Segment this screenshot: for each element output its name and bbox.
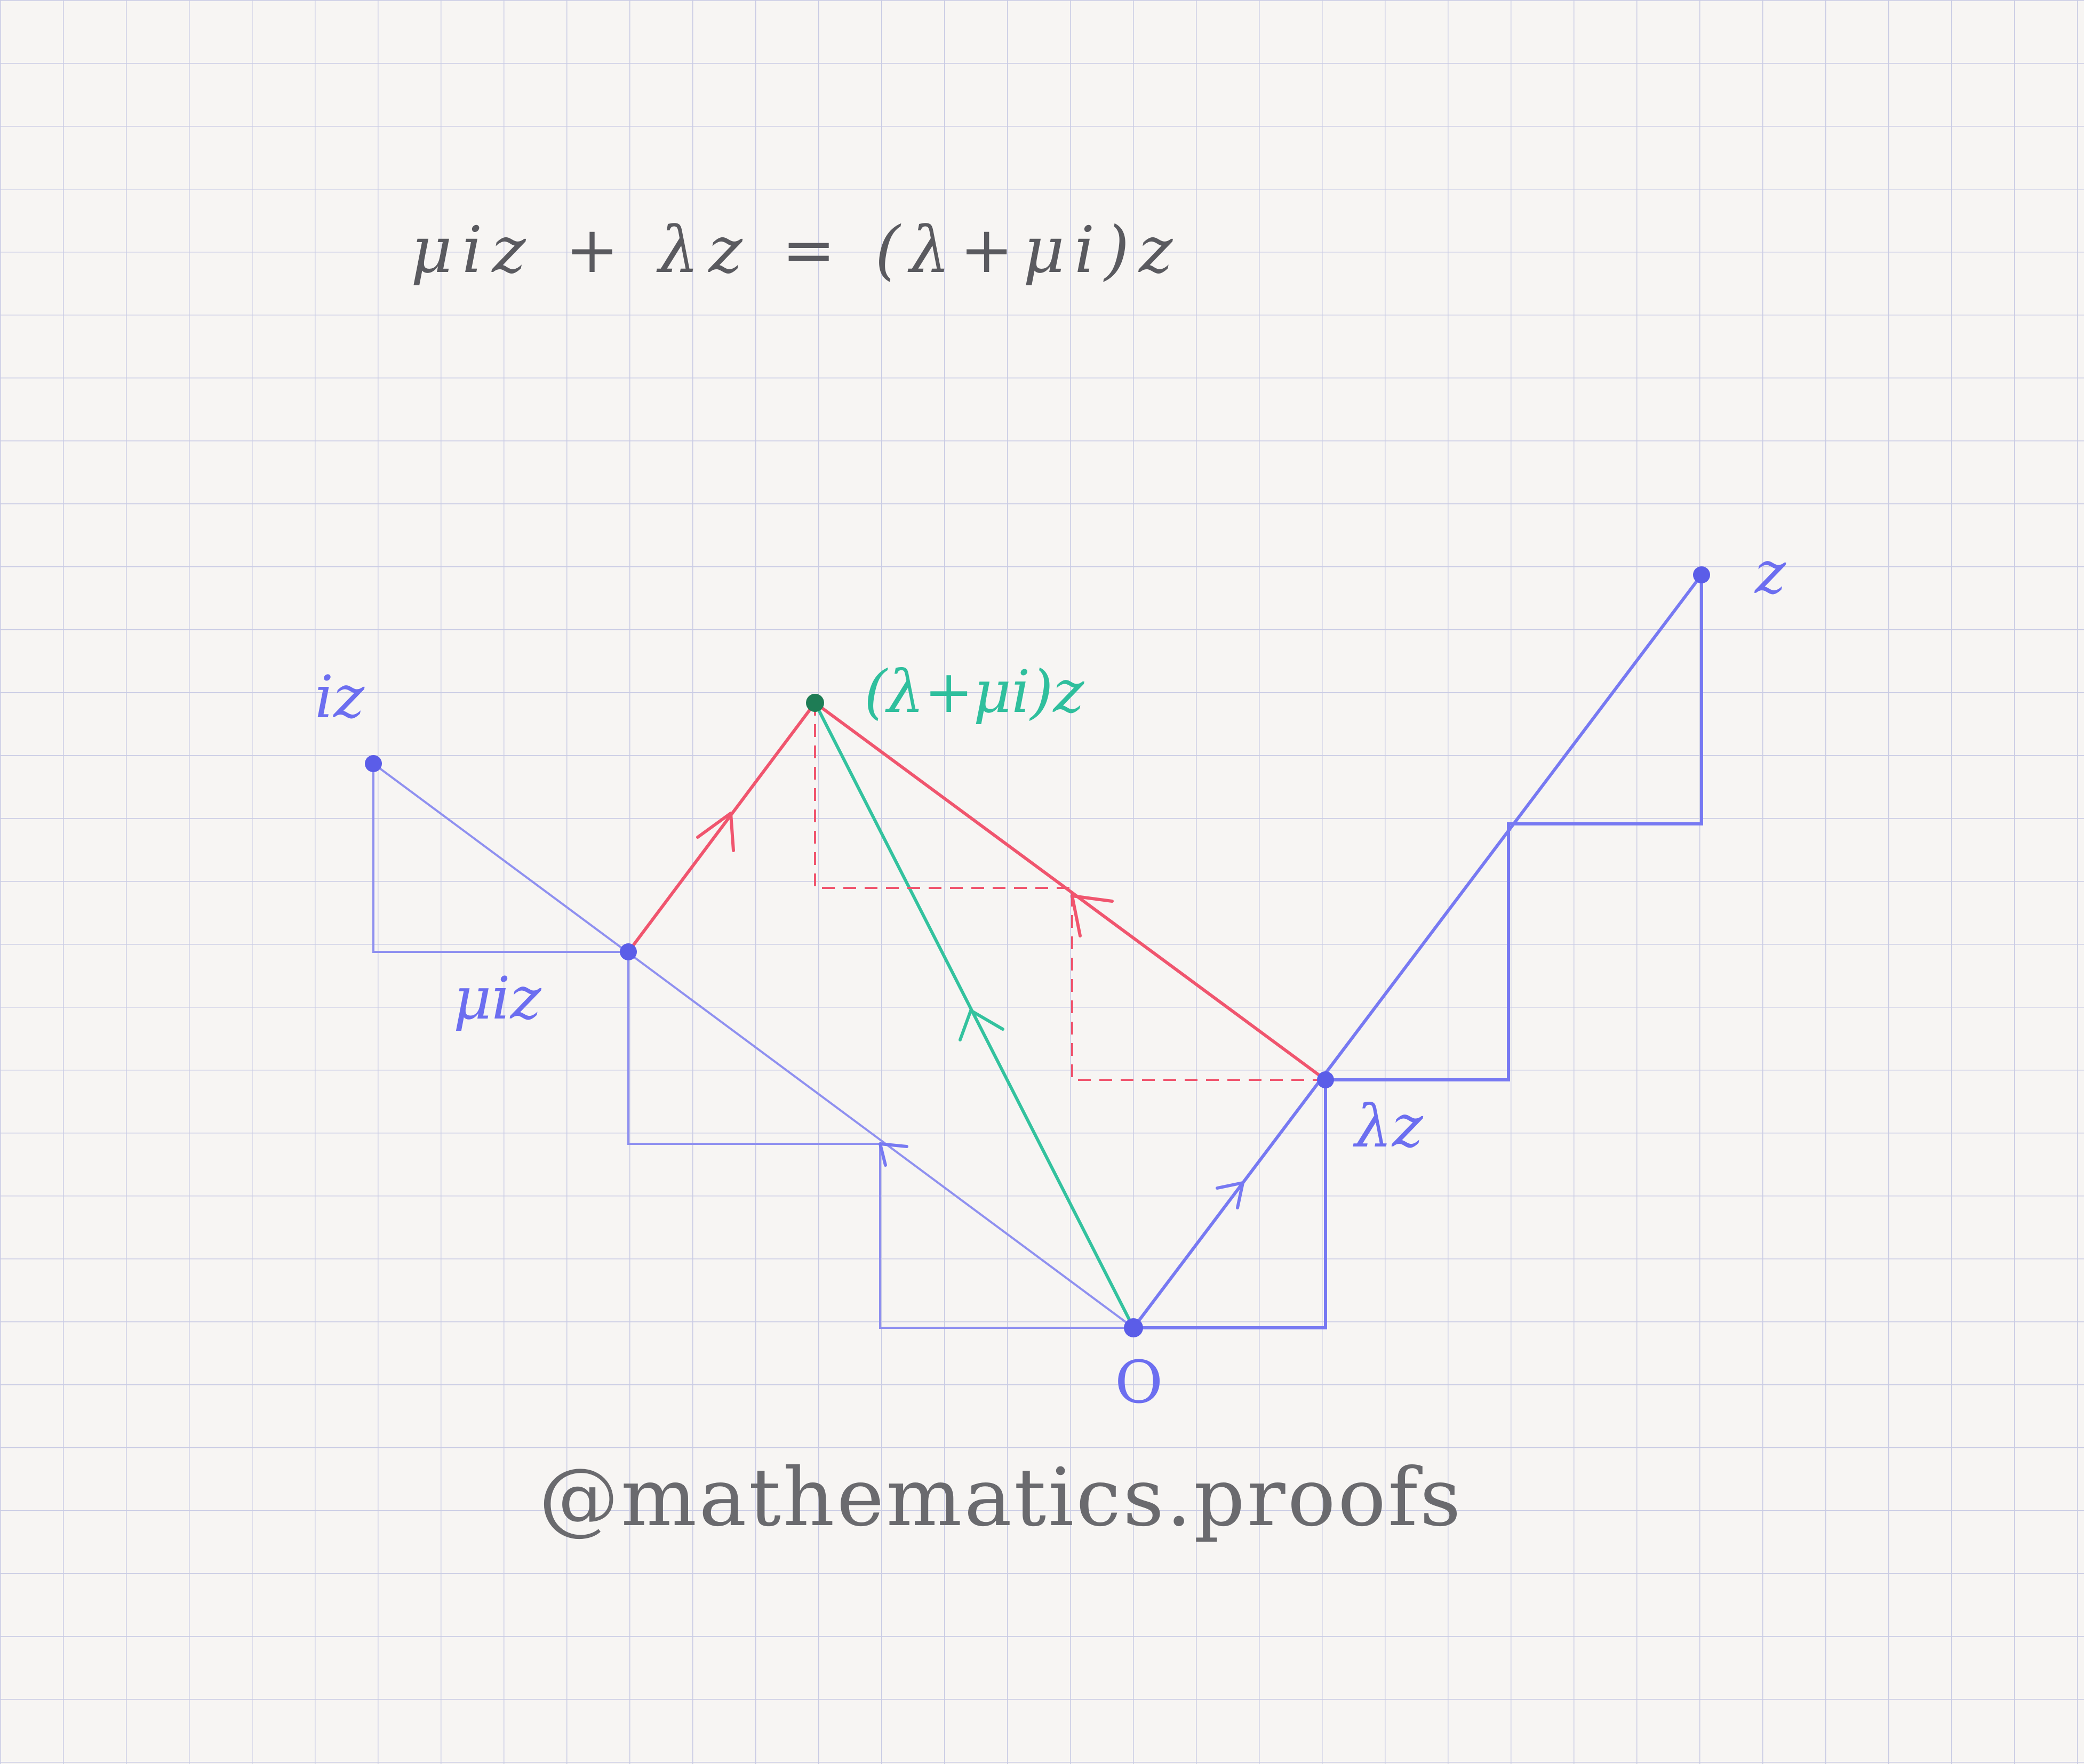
arrow-blue-right	[1216, 1181, 1244, 1209]
point-lz	[1317, 1071, 1334, 1088]
equation-text: μiz + λz = (λ+μi)z	[411, 213, 1182, 287]
arrow-green	[959, 1009, 1004, 1041]
signature-text: @mathematics.proofs	[539, 1452, 1463, 1544]
point-z	[1693, 566, 1710, 583]
label-sum: (λ+μi)z	[864, 658, 1084, 726]
point-sum	[806, 694, 824, 712]
line-origin-to-iz	[372, 763, 1135, 1329]
point-iz	[365, 755, 382, 772]
arrow-red-right	[1071, 894, 1114, 937]
line-lz-to-sum	[814, 701, 1327, 1081]
arrow-blue-left	[879, 1142, 908, 1167]
point-miz	[620, 943, 637, 960]
line-origin-to-sum	[813, 702, 1135, 1329]
label-origin: O	[1115, 1348, 1163, 1416]
line-origin-to-z	[1132, 574, 1703, 1329]
label-lz: λz	[1353, 1092, 1424, 1160]
step-outline-right	[1133, 575, 1703, 1329]
point-origin	[1124, 1318, 1143, 1337]
step-outline-left	[372, 764, 1133, 1329]
line-miz-to-sum	[627, 702, 817, 953]
label-iz: iz	[315, 663, 365, 731]
arrow-red-left	[696, 812, 735, 852]
label-miz: μiz	[453, 964, 542, 1032]
label-z: z	[1754, 539, 1786, 607]
